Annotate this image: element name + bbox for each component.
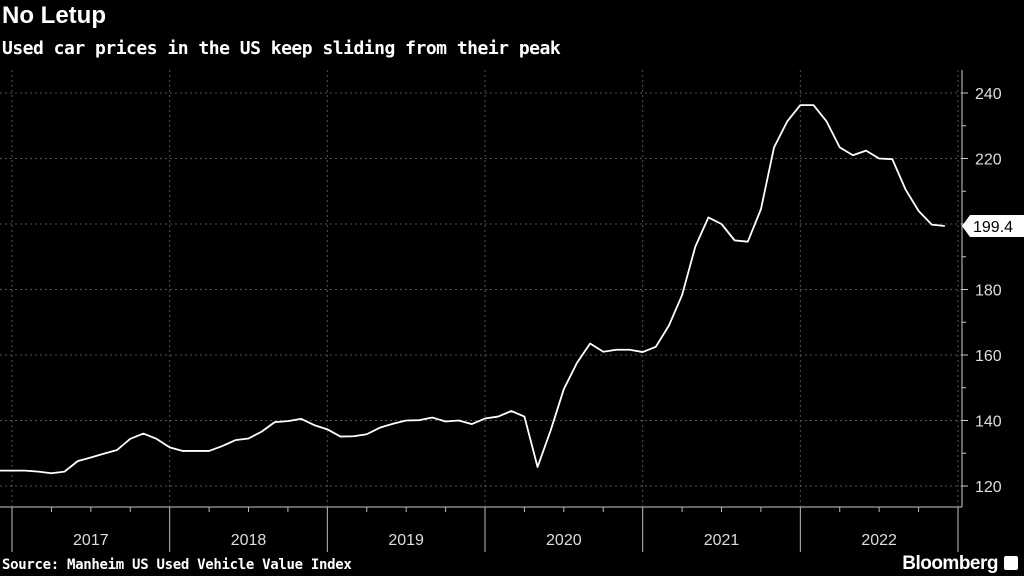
y-tick-label: 160 (975, 348, 1002, 365)
chart-subtitle: Used car prices in the US keep sliding f… (2, 38, 561, 59)
y-tick-label: 240 (975, 86, 1002, 103)
last-value-label: 199.4 (973, 219, 1013, 236)
x-tick-label: 2019 (388, 532, 424, 549)
y-tick-label: 120 (975, 479, 1002, 496)
last-value-tag (962, 214, 1024, 237)
series-line (0, 104, 945, 475)
x-tick-label: 2017 (73, 532, 109, 549)
source-note: Source: Manheim US Used Vehicle Value In… (2, 557, 352, 573)
y-tick-label: 220 (975, 152, 1002, 169)
bloomberg-logo: Bloomberg (902, 553, 998, 574)
bloomberg-chart-icon (1004, 556, 1018, 570)
x-tick-label: 2020 (546, 532, 582, 549)
y-tick-label: 180 (975, 283, 1002, 300)
x-tick-label: 2018 (231, 532, 267, 549)
y-tick-label: 140 (975, 414, 1002, 431)
x-tick-label: 2022 (861, 532, 897, 549)
chart-title: No Letup (2, 2, 106, 29)
x-tick-label: 2021 (704, 532, 740, 549)
